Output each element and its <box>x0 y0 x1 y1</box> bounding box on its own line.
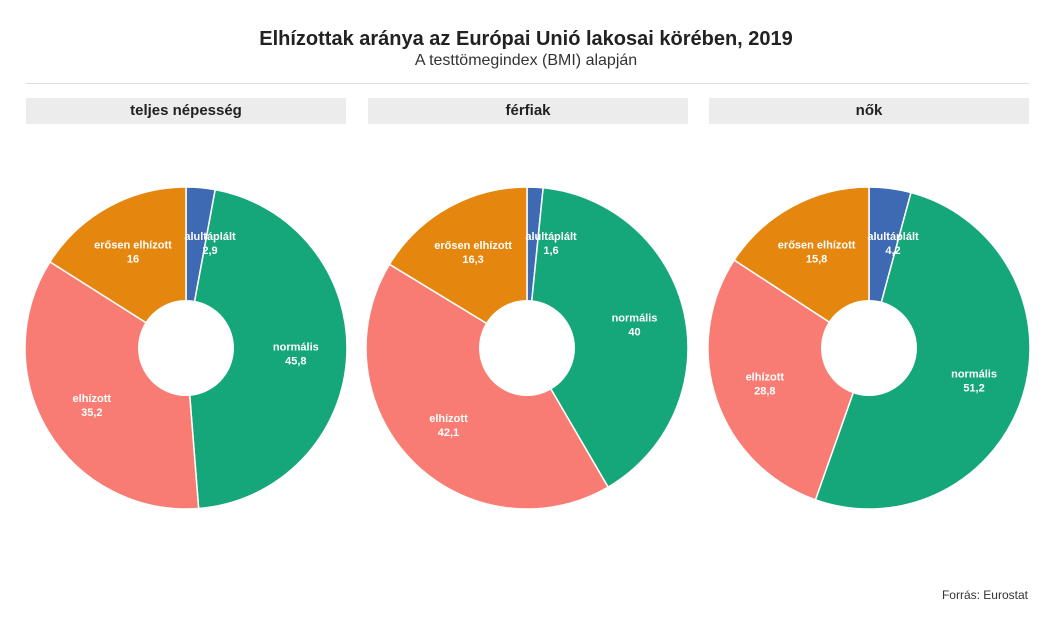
panel-header-women: nők <box>709 98 1029 124</box>
label-women-normal-value: 51,2 <box>963 383 984 395</box>
panel-header-men: férfiak <box>368 98 688 124</box>
label-total-severely-obese-name: erősen elhízott <box>94 240 172 252</box>
label-women-underweight-name: alultáplált <box>867 231 919 243</box>
label-men-normal-name: normális <box>612 313 658 325</box>
donut-hole-women <box>821 300 917 396</box>
label-women-severely-obese-name: erősen elhízott <box>778 239 856 251</box>
label-women-normal-name: normális <box>951 369 997 381</box>
label-women-underweight-value: 4,2 <box>885 245 900 257</box>
chart-subtitle: A testtömegindex (BMI) alapján <box>414 52 638 69</box>
label-women-obese-value: 28,8 <box>754 385 775 397</box>
slice-men-normal <box>526 186 689 489</box>
label-men-obese-name: elhízott <box>429 413 468 425</box>
label-men-underweight-name: alultáplált <box>525 231 577 243</box>
slice-total-severely-obese <box>48 186 187 350</box>
slice-women-obese <box>707 258 870 501</box>
label-men-normal-value: 40 <box>628 327 640 339</box>
label-total-severely-obese-value: 16 <box>127 254 139 266</box>
label-total-obese-name: elhízott <box>73 393 112 405</box>
slice-men-obese <box>365 263 610 510</box>
source-note: Forrás: Eurostat <box>941 588 1028 602</box>
donut-hole-men <box>479 300 575 396</box>
chart-title: Elhízottak aránya az Európai Unió lakosa… <box>259 28 793 50</box>
label-total-normal-value: 45,8 <box>285 356 306 368</box>
panel-header-total: teljes népesség <box>26 98 346 124</box>
label-men-severely-obese-value: 16,3 <box>462 254 483 266</box>
label-men-underweight-value: 1,6 <box>543 245 558 257</box>
label-men-obese-value: 42,1 <box>438 427 459 439</box>
slice-total-normal <box>185 188 348 510</box>
donut-charts: alultáplált 2,9 normális 45,8 elhízott 35,2 er… <box>24 186 1031 510</box>
donut-hole-total <box>138 300 234 396</box>
slice-women-normal <box>814 191 1031 510</box>
slice-men-severely-obese <box>388 186 528 350</box>
label-total-normal-name: normális <box>273 342 319 354</box>
header-divider <box>26 83 1029 84</box>
label-men-severely-obese-name: erősen elhízott <box>434 240 512 252</box>
label-women-severely-obese-value: 15,8 <box>806 253 827 265</box>
slice-total-obese <box>24 260 200 510</box>
label-total-underweight-value: 2,9 <box>202 245 217 257</box>
label-women-obese-name: elhízott <box>746 371 785 383</box>
label-total-obese-value: 35,2 <box>81 407 102 419</box>
label-total-underweight-name: alultáplált <box>184 231 236 243</box>
slice-women-severely-obese <box>733 186 870 350</box>
